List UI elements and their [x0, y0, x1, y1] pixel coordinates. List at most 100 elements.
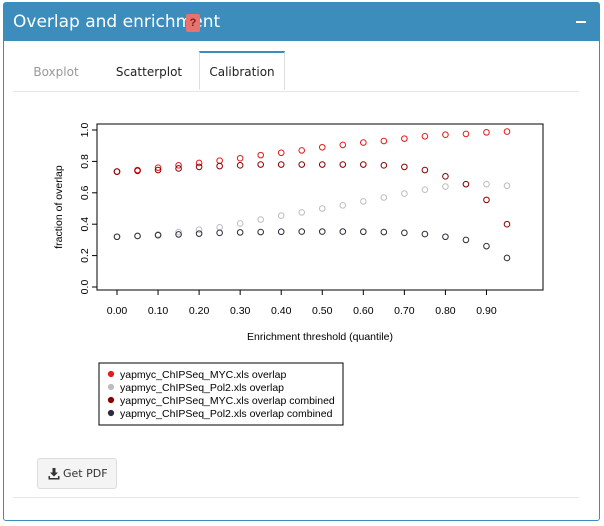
data-point [360, 198, 367, 205]
data-point [175, 231, 182, 238]
data-point [195, 159, 203, 167]
data-point [442, 183, 449, 190]
data-point [113, 168, 121, 175]
data-point [216, 229, 223, 237]
y-tick-label: 0.2 [79, 248, 91, 263]
calibration-plot: 0.00 0.10 0.20 0.30 0.40 0.50 0.60 0.70 0.80 0.90… [53, 123, 544, 426]
data-point [462, 180, 470, 188]
data-point [113, 233, 121, 241]
tab-scatterplot[interactable]: Scatterplot [115, 65, 183, 79]
data-point [442, 173, 449, 180]
x-tick-label: 0.30 [230, 305, 251, 317]
legend-marker [107, 383, 115, 391]
panel-title: Overlap and enrichment [13, 12, 221, 32]
data-point [339, 228, 347, 235]
overlap-enrichment-panel: Overlap and enrichment ? Boxplot Scatter… [3, 2, 600, 521]
data-point [462, 236, 470, 244]
data-point [401, 190, 408, 197]
data-point [216, 162, 223, 170]
data-point [298, 161, 306, 168]
data-point [236, 220, 244, 227]
help-badge[interactable]: ? [186, 14, 200, 32]
data-point [380, 162, 388, 169]
x-tick-label: 0.70 [394, 305, 415, 317]
plot-frame [96, 123, 544, 291]
data-point [503, 254, 511, 262]
x-tick-label: 0.80 [435, 305, 456, 317]
data-point [503, 182, 511, 190]
data-point [195, 163, 203, 171]
y-tick-label: 1.0 [79, 123, 91, 138]
data-point [380, 137, 388, 145]
legend-entry: yapmyc_ChIPSeq_MYC.xls overlap combined [120, 395, 335, 407]
data-point [483, 196, 490, 204]
x-tick-label: 0.40 [271, 305, 292, 317]
data-point [134, 167, 141, 175]
data-point [277, 212, 285, 219]
panel-header: Overlap and enrichment ? [4, 3, 599, 41]
y-tick-label: 0.4 [79, 217, 91, 232]
y-axis-label: fraction of overlap [53, 165, 65, 249]
download-icon [48, 468, 60, 480]
x-tick-label: 0.50 [312, 305, 333, 317]
data-point [236, 162, 244, 169]
data-point [175, 228, 182, 236]
data-point [134, 232, 141, 240]
data-point [298, 228, 306, 235]
data-point [360, 161, 367, 168]
data-point [483, 129, 490, 136]
data-point [401, 163, 408, 171]
data-point [216, 157, 223, 164]
data-point [257, 161, 264, 168]
data-point [277, 228, 285, 236]
data-point [195, 226, 203, 233]
divider [13, 497, 579, 498]
data-point [401, 135, 408, 142]
data-point [380, 194, 388, 201]
data-point [236, 229, 244, 236]
data-point [277, 161, 285, 168]
data-point [175, 162, 182, 169]
data-point [339, 141, 347, 149]
tab-calibration[interactable]: Calibration [199, 51, 285, 90]
legend-box [98, 362, 344, 426]
x-axis-label: Enrichment threshold (quantile) [247, 331, 393, 343]
data-point [421, 186, 429, 193]
x-tick-label: 0.90 [476, 305, 497, 317]
data-point [216, 224, 223, 231]
data-point [503, 128, 511, 135]
data-point [257, 151, 264, 159]
data-point [195, 230, 203, 237]
data-point [318, 143, 326, 151]
data-point [442, 233, 449, 241]
data-point [298, 209, 306, 216]
y-tick-label: 0.0 [79, 280, 91, 295]
x-tick-label: 0.60 [353, 305, 374, 317]
data-point [298, 147, 306, 154]
legend-entry: yapmyc_ChIPSeq_Pol2.xls overlap [120, 382, 284, 394]
data-point [421, 166, 429, 174]
data-point [483, 242, 490, 250]
data-point [483, 180, 490, 188]
data-point [175, 165, 182, 172]
get-pdf-button[interactable]: Get PDF [37, 458, 117, 489]
x-tick-label: 0.20 [189, 305, 210, 317]
collapse-minus-icon[interactable] [576, 14, 586, 30]
data-point [277, 149, 285, 157]
get-pdf-label: Get PDF [63, 467, 108, 480]
data-point [257, 228, 264, 236]
legend-marker [107, 396, 115, 404]
legend-marker [107, 409, 115, 417]
y-tick-label: 0.6 [79, 185, 91, 200]
x-tick-label: 0.00 [107, 305, 128, 317]
x-tick-label: 0.10 [148, 305, 169, 317]
data-point [257, 216, 264, 223]
data-point [318, 228, 326, 235]
data-point [318, 205, 326, 212]
legend-entry: yapmyc_ChIPSeq_MYC.xls overlap [120, 369, 286, 381]
data-point [421, 230, 429, 238]
tab-boxplot[interactable]: Boxplot [33, 65, 79, 79]
data-point [503, 220, 511, 228]
data-point [236, 154, 244, 162]
data-point [360, 228, 367, 236]
